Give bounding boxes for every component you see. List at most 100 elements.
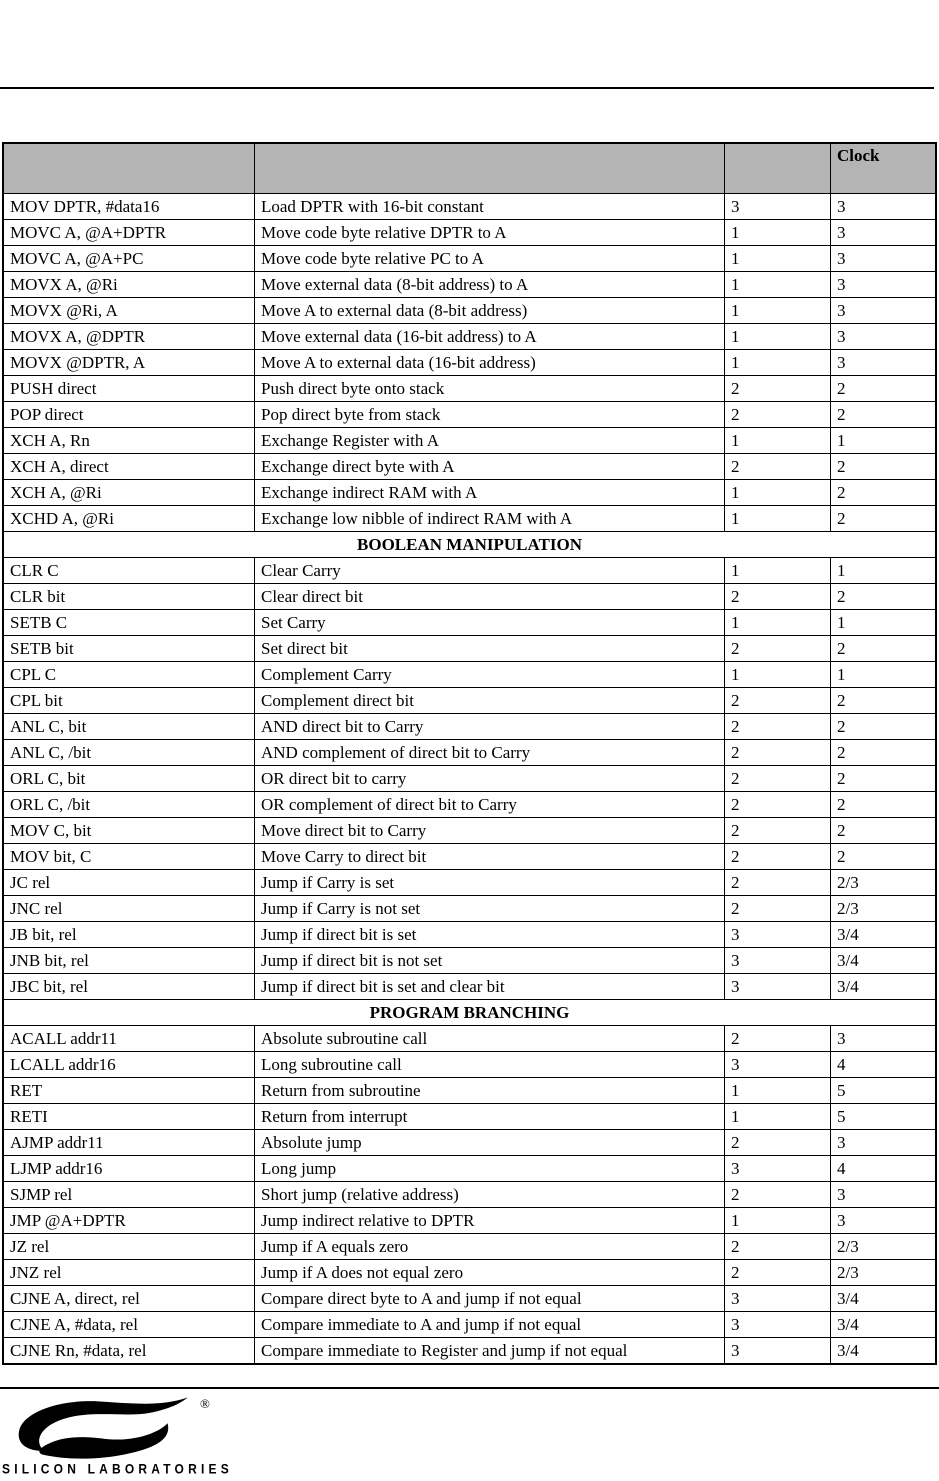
cell-clocks: 1: [830, 610, 935, 635]
cell-clocks: 3: [830, 1130, 935, 1155]
cell-description: Push direct byte onto stack: [254, 376, 724, 401]
cell-bytes: 3: [724, 948, 830, 973]
cell-clocks: 3: [830, 1208, 935, 1233]
header-divider: [0, 87, 934, 89]
cell-clocks: 3/4: [830, 948, 935, 973]
cell-mnemonic: JNB bit, rel: [10, 951, 89, 970]
cell-clocks: 4: [830, 1052, 935, 1077]
header-bytes: [724, 144, 830, 193]
cell-mnemonic: MOVC A, @A+DPTR: [10, 223, 167, 242]
cell-description: Jump if A equals zero: [254, 1234, 724, 1259]
table-row: AJMP addr11 Absolute jump 2 3: [4, 1129, 935, 1155]
cell-clocks: 2/3: [830, 1234, 935, 1259]
cell-bytes: 3: [724, 1312, 830, 1337]
cell-description: Short jump (relative address): [254, 1182, 724, 1207]
table-row: CLR C Clear Carry 1 1: [4, 557, 935, 583]
cell-bytes: 2: [724, 454, 830, 479]
cell-mnemonic: LCALL addr16: [10, 1055, 116, 1074]
cell-description: Long jump: [254, 1156, 724, 1181]
section-label: BOOLEAN MANIPULATION: [357, 534, 582, 554]
brand-wordmark: SILICON LABORATORIES: [2, 1461, 233, 1478]
cell-description: Clear Carry: [254, 558, 724, 583]
cell-mnemonic: ANL C, bit: [10, 717, 87, 736]
header-clock: Clock: [830, 144, 935, 193]
cell-clocks: 3/4: [830, 974, 935, 999]
table-row: MOV C, bit Move direct bit to Carry 2 2: [4, 817, 935, 843]
cell-description: Set direct bit: [254, 636, 724, 661]
table-row: LJMP addr16 Long jump 3 4: [4, 1155, 935, 1181]
cell-description: Clear direct bit: [254, 584, 724, 609]
table-row: JNC rel Jump if Carry is not set 2 2/3: [4, 895, 935, 921]
cell-clocks: 3/4: [830, 922, 935, 947]
cell-bytes: 3: [724, 1286, 830, 1311]
silicon-labs-logo-icon: [18, 1397, 188, 1459]
cell-clocks: 2: [830, 376, 935, 401]
cell-description: Move A to external data (8-bit address): [254, 298, 724, 323]
cell-clocks: 3: [830, 194, 935, 219]
cell-mnemonic: JMP @A+DPTR: [10, 1211, 126, 1230]
table-row: JBC bit, rel Jump if direct bit is set an…: [4, 973, 935, 999]
cell-bytes: 2: [724, 376, 830, 401]
cell-clocks: 2/3: [830, 896, 935, 921]
cell-mnemonic: JZ rel: [10, 1237, 50, 1256]
table-row: ANL C, bit AND direct bit to Carry 2 2: [4, 713, 935, 739]
cell-clocks: 2: [830, 688, 935, 713]
cell-description: AND complement of direct bit to Carry: [254, 740, 724, 765]
cell-mnemonic: RET: [10, 1081, 43, 1100]
table-row: JMP @A+DPTR Jump indirect relative to DPT…: [4, 1207, 935, 1233]
section-header-row: PROGRAM BRANCHING: [4, 999, 935, 1025]
cell-clocks: 2: [830, 818, 935, 843]
table-row: SETB C Set Carry 1 1: [4, 609, 935, 635]
cell-description: Exchange indirect RAM with A: [254, 480, 724, 505]
cell-bytes: 1: [724, 246, 830, 271]
table-row: SJMP rel Short jump (relative address) 2 3: [4, 1181, 935, 1207]
cell-clocks: 3: [830, 1182, 935, 1207]
table-header-row: Clock: [4, 144, 935, 193]
cell-description: Move direct bit to Carry: [254, 818, 724, 843]
cell-bytes: 2: [724, 870, 830, 895]
cell-clocks: 2: [830, 480, 935, 505]
cell-bytes: 3: [724, 974, 830, 999]
cell-mnemonic: CJNE A, direct, rel: [10, 1289, 140, 1308]
cell-description: Jump if Carry is set: [254, 870, 724, 895]
cell-bytes: 2: [724, 896, 830, 921]
cell-clocks: 3: [830, 246, 935, 271]
table-row: PUSH direct Push direct byte onto stack 2 2: [4, 375, 935, 401]
cell-bytes: 2: [724, 818, 830, 843]
cell-mnemonic: MOVX @Ri, A: [10, 301, 118, 320]
cell-description: Set Carry: [254, 610, 724, 635]
cell-mnemonic: JNZ rel: [10, 1263, 62, 1282]
cell-clocks: 2/3: [830, 1260, 935, 1285]
cell-mnemonic: PUSH direct: [10, 379, 97, 398]
cell-description: Move A to external data (16-bit address): [254, 350, 724, 375]
cell-description: Jump if A does not equal zero: [254, 1260, 724, 1285]
cell-clocks: 3: [830, 298, 935, 323]
table-row: CJNE A, #data, rel Compare immediate to A…: [4, 1311, 935, 1337]
cell-description: Compare immediate to Register and jump i…: [254, 1338, 724, 1363]
cell-mnemonic: SETB C: [10, 613, 68, 632]
cell-mnemonic: MOVX @DPTR, A: [10, 353, 146, 372]
cell-description: Jump if Carry is not set: [254, 896, 724, 921]
cell-clocks: 2: [830, 454, 935, 479]
cell-bytes: 2: [724, 1182, 830, 1207]
cell-mnemonic: ORL C, /bit: [10, 795, 91, 814]
table-row: RETI Return from interrupt 1 5: [4, 1103, 935, 1129]
cell-description: Complement Carry: [254, 662, 724, 687]
table-row: RET Return from subroutine 1 5: [4, 1077, 935, 1103]
cell-bytes: 1: [724, 428, 830, 453]
table-row: JNZ rel Jump if A does not equal zero 2 2/3: [4, 1259, 935, 1285]
cell-clocks: 2: [830, 792, 935, 817]
cell-bytes: 3: [724, 1338, 830, 1363]
cell-bytes: 2: [724, 740, 830, 765]
cell-mnemonic: MOV C, bit: [10, 821, 92, 840]
cell-clocks: 2: [830, 636, 935, 661]
cell-bytes: 2: [724, 1130, 830, 1155]
cell-description: Pop direct byte from stack: [254, 402, 724, 427]
cell-bytes: 2: [724, 844, 830, 869]
cell-mnemonic: ORL C, bit: [10, 769, 86, 788]
table-row: JNB bit, rel Jump if direct bit is not se…: [4, 947, 935, 973]
cell-mnemonic: SJMP rel: [10, 1185, 73, 1204]
table-row: MOVX @Ri, A Move A to external data (8-bi…: [4, 297, 935, 323]
cell-mnemonic: ANL C, /bit: [10, 743, 92, 762]
